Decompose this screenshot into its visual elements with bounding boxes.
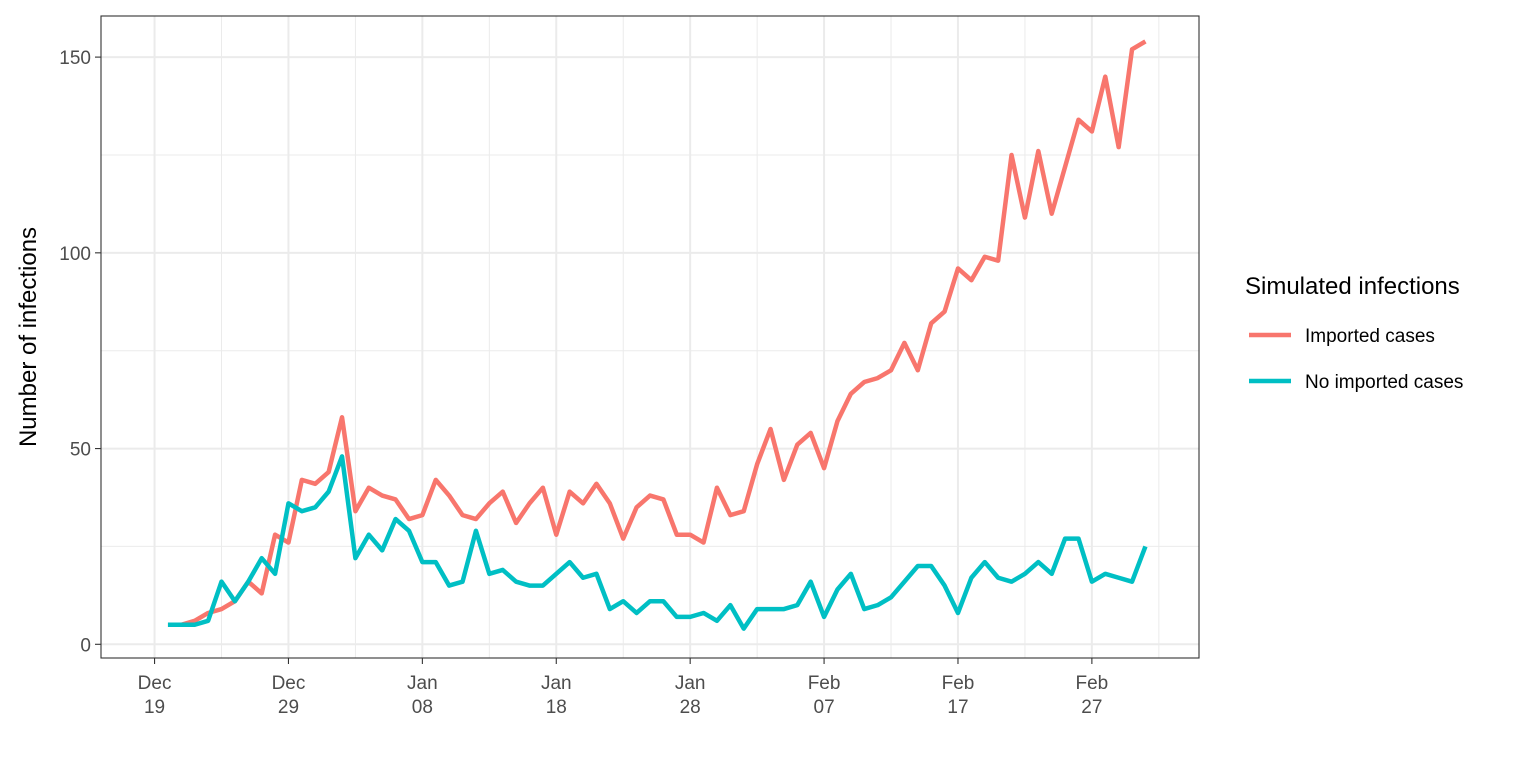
y-axis: 0 50 100 150 xyxy=(59,48,101,656)
x-tick-label-day: 28 xyxy=(680,697,701,718)
grid-major xyxy=(101,16,1199,658)
x-tick-label-day: 19 xyxy=(144,697,165,718)
x-tick-label-month: Jan xyxy=(675,673,706,694)
x-tick-label-day: 17 xyxy=(947,697,968,718)
legend-items: Imported cases No imported cases xyxy=(1249,326,1463,393)
legend-item-no-imported-cases: No imported cases xyxy=(1249,372,1463,393)
legend-label-no-imported-cases: No imported cases xyxy=(1305,372,1463,393)
y-tick-label: 150 xyxy=(59,48,91,69)
x-tick-label-month: Jan xyxy=(541,673,572,694)
x-tick-label-month: Jan xyxy=(407,673,438,694)
x-tick-label-day: 27 xyxy=(1081,697,1102,718)
y-tick-label: 50 xyxy=(70,440,91,461)
legend-label-imported-cases: Imported cases xyxy=(1305,326,1435,347)
series-line-no-imported-cases xyxy=(167,454,1148,631)
y-axis-title: Number of infections xyxy=(15,227,42,447)
legend-title: Simulated infections xyxy=(1245,273,1460,300)
x-axis: Dec 19 Dec 29 Jan 08 Jan 18 Jan 28 Feb 07 Feb 17 Feb 27 xyxy=(138,658,1109,718)
x-tick-label-month: Feb xyxy=(808,673,841,694)
x-tick-label-day: 29 xyxy=(278,697,299,718)
panel-border xyxy=(100,15,1200,659)
x-tick-label: Dec 19 xyxy=(138,673,172,718)
grid-minor xyxy=(101,16,1199,658)
y-tick-label: 100 xyxy=(59,244,91,265)
y-tick-label: 0 xyxy=(80,635,91,656)
x-tick-label-day: 08 xyxy=(412,697,433,718)
series-lines xyxy=(167,39,1148,631)
x-tick-label: Feb 07 xyxy=(808,673,841,718)
legend-item-imported-cases: Imported cases xyxy=(1249,326,1435,347)
x-tick-label-day: 07 xyxy=(814,697,835,718)
x-tick-label: Feb 17 xyxy=(942,673,975,718)
x-tick-label: Jan 28 xyxy=(675,673,706,718)
series-line-imported-cases xyxy=(167,39,1147,627)
legend: Simulated infections Imported cases No im… xyxy=(1245,273,1463,393)
x-tick-label-month: Feb xyxy=(1076,673,1109,694)
x-tick-label: Jan 18 xyxy=(541,673,572,718)
x-tick-label: Dec 29 xyxy=(272,673,306,718)
x-tick-label: Jan 08 xyxy=(407,673,438,718)
x-tick-label-month: Feb xyxy=(942,673,975,694)
x-tick-label-month: Dec xyxy=(138,673,172,694)
x-tick-label-day: 18 xyxy=(546,697,567,718)
x-tick-label: Feb 27 xyxy=(1076,673,1109,718)
x-tick-label-month: Dec xyxy=(272,673,306,694)
